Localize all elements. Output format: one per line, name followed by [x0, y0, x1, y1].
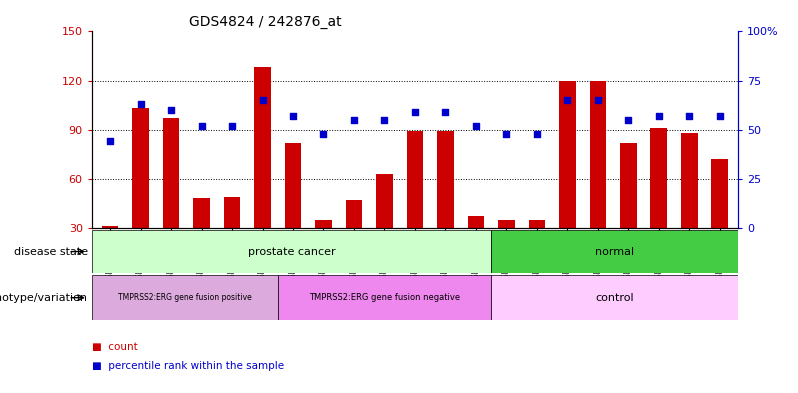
- Point: [531, 130, 543, 137]
- Text: ■  count: ■ count: [92, 342, 137, 352]
- Bar: [492, 275, 738, 320]
- Bar: [193, 198, 210, 228]
- Point: [561, 97, 574, 103]
- Bar: [406, 131, 424, 228]
- Bar: [590, 81, 606, 228]
- Bar: [285, 143, 302, 228]
- Point: [196, 123, 208, 129]
- Point: [348, 117, 361, 123]
- Text: ■  percentile rank within the sample: ■ percentile rank within the sample: [92, 362, 284, 371]
- Bar: [346, 200, 362, 228]
- Point: [164, 107, 177, 113]
- Text: TMPRSS2:ERG gene fusion positive: TMPRSS2:ERG gene fusion positive: [118, 293, 251, 302]
- Bar: [528, 220, 545, 228]
- Bar: [132, 108, 149, 228]
- Point: [622, 117, 634, 123]
- Text: normal: normal: [595, 246, 634, 257]
- Bar: [650, 128, 667, 228]
- Point: [378, 117, 391, 123]
- Bar: [101, 226, 118, 228]
- Point: [317, 130, 330, 137]
- Bar: [315, 220, 332, 228]
- Point: [256, 97, 269, 103]
- Point: [226, 123, 239, 129]
- Text: GDS4824 / 242876_at: GDS4824 / 242876_at: [189, 15, 342, 29]
- Bar: [681, 133, 697, 228]
- Point: [713, 113, 726, 119]
- Point: [591, 97, 604, 103]
- Text: prostate cancer: prostate cancer: [247, 246, 335, 257]
- Bar: [492, 230, 738, 273]
- Bar: [376, 174, 393, 228]
- Bar: [163, 118, 180, 228]
- Point: [653, 113, 666, 119]
- Point: [439, 109, 452, 115]
- Point: [134, 101, 147, 107]
- Text: genotype/variation: genotype/variation: [0, 293, 88, 303]
- Text: disease state: disease state: [14, 246, 88, 257]
- Bar: [92, 275, 278, 320]
- Point: [104, 138, 117, 145]
- Bar: [498, 220, 515, 228]
- Text: control: control: [595, 293, 634, 303]
- Bar: [437, 131, 454, 228]
- Bar: [620, 143, 637, 228]
- Bar: [223, 197, 240, 228]
- Point: [469, 123, 482, 129]
- Text: TMPRSS2:ERG gene fusion negative: TMPRSS2:ERG gene fusion negative: [309, 293, 460, 302]
- Point: [286, 113, 299, 119]
- Bar: [559, 81, 576, 228]
- Point: [683, 113, 696, 119]
- Bar: [468, 217, 484, 228]
- Bar: [712, 159, 729, 228]
- Point: [409, 109, 421, 115]
- Bar: [254, 68, 271, 228]
- Bar: [92, 230, 492, 273]
- Bar: [278, 275, 492, 320]
- Point: [500, 130, 513, 137]
